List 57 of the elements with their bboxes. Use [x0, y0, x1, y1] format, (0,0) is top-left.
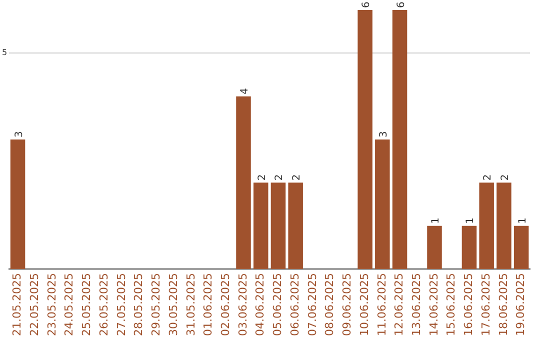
bar [253, 182, 268, 270]
x-tick-label: 16.06.2025 [462, 273, 476, 336]
data-label: 4 [240, 88, 250, 94]
x-tick-label: 10.06.2025 [358, 273, 371, 336]
data-label: 2 [256, 174, 268, 181]
x-tick-label: 18.06.2025 [496, 273, 510, 336]
x-tick-label: 21.05.2025 [10, 273, 24, 336]
bar [479, 182, 494, 270]
x-tick-label: 23.05.2025 [45, 273, 58, 336]
data-label: 1 [430, 217, 442, 224]
x-tick-label: 14.06.2025 [427, 273, 440, 336]
x-tick-label: 17.06.2025 [479, 273, 492, 336]
x-tick-label: 13.06.2025 [410, 273, 423, 336]
x-tick-label: 04.06.2025 [254, 273, 267, 336]
y-tick-label: 5 [2, 48, 8, 58]
x-tick-label: 12.06.2025 [392, 273, 406, 336]
data-label: 1 [517, 217, 528, 224]
bar [10, 140, 26, 270]
x-tick-label: 19.06.2025 [514, 273, 528, 336]
x-tick-label: 29.05.2025 [150, 273, 163, 336]
bar [462, 226, 477, 270]
x-tick-label: 07.06.2025 [306, 273, 319, 336]
data-label: 1 [465, 217, 476, 224]
x-tick-label: 09.06.2025 [340, 273, 354, 336]
x-tick-label: 31.05.2025 [184, 273, 198, 336]
x-tick-label: 02.06.2025 [218, 273, 232, 336]
x-tick-label: 01.06.2025 [202, 273, 215, 336]
data-label: 2 [500, 174, 511, 181]
x-tick-label: 27.05.2025 [114, 273, 128, 336]
x-tick-label: 24.05.2025 [62, 273, 76, 336]
data-label: 6 [361, 2, 372, 8]
bar [514, 226, 529, 270]
bar [392, 10, 408, 270]
x-tick-label: 28.05.2025 [132, 273, 146, 336]
x-tick-label: 08.06.2025 [323, 273, 336, 336]
data-label: 2 [274, 174, 286, 181]
data-label: 3 [378, 131, 390, 138]
x-tick-label: 11.06.2025 [375, 273, 388, 336]
bar [236, 96, 251, 270]
x-tick-label: 26.05.2025 [97, 273, 110, 336]
data-label: 6 [396, 2, 407, 8]
bar [496, 182, 512, 270]
data-label: 3 [14, 131, 25, 138]
bar [358, 10, 372, 270]
bar [288, 182, 303, 270]
x-tick-label: 25.05.2025 [80, 273, 94, 336]
x-tick-label: 05.06.2025 [271, 273, 284, 336]
x-tick-label: 03.06.2025 [236, 273, 250, 336]
bar [375, 140, 390, 270]
x-tick-label: 06.06.2025 [288, 273, 302, 336]
x-tick-label: 22.05.2025 [28, 273, 41, 336]
data-label: 2 [292, 174, 303, 181]
data-label: 2 [482, 174, 494, 181]
bar [427, 226, 442, 270]
x-tick-label: 30.05.2025 [166, 273, 180, 336]
x-tick-label: 15.06.2025 [444, 273, 458, 336]
bar [270, 182, 286, 270]
